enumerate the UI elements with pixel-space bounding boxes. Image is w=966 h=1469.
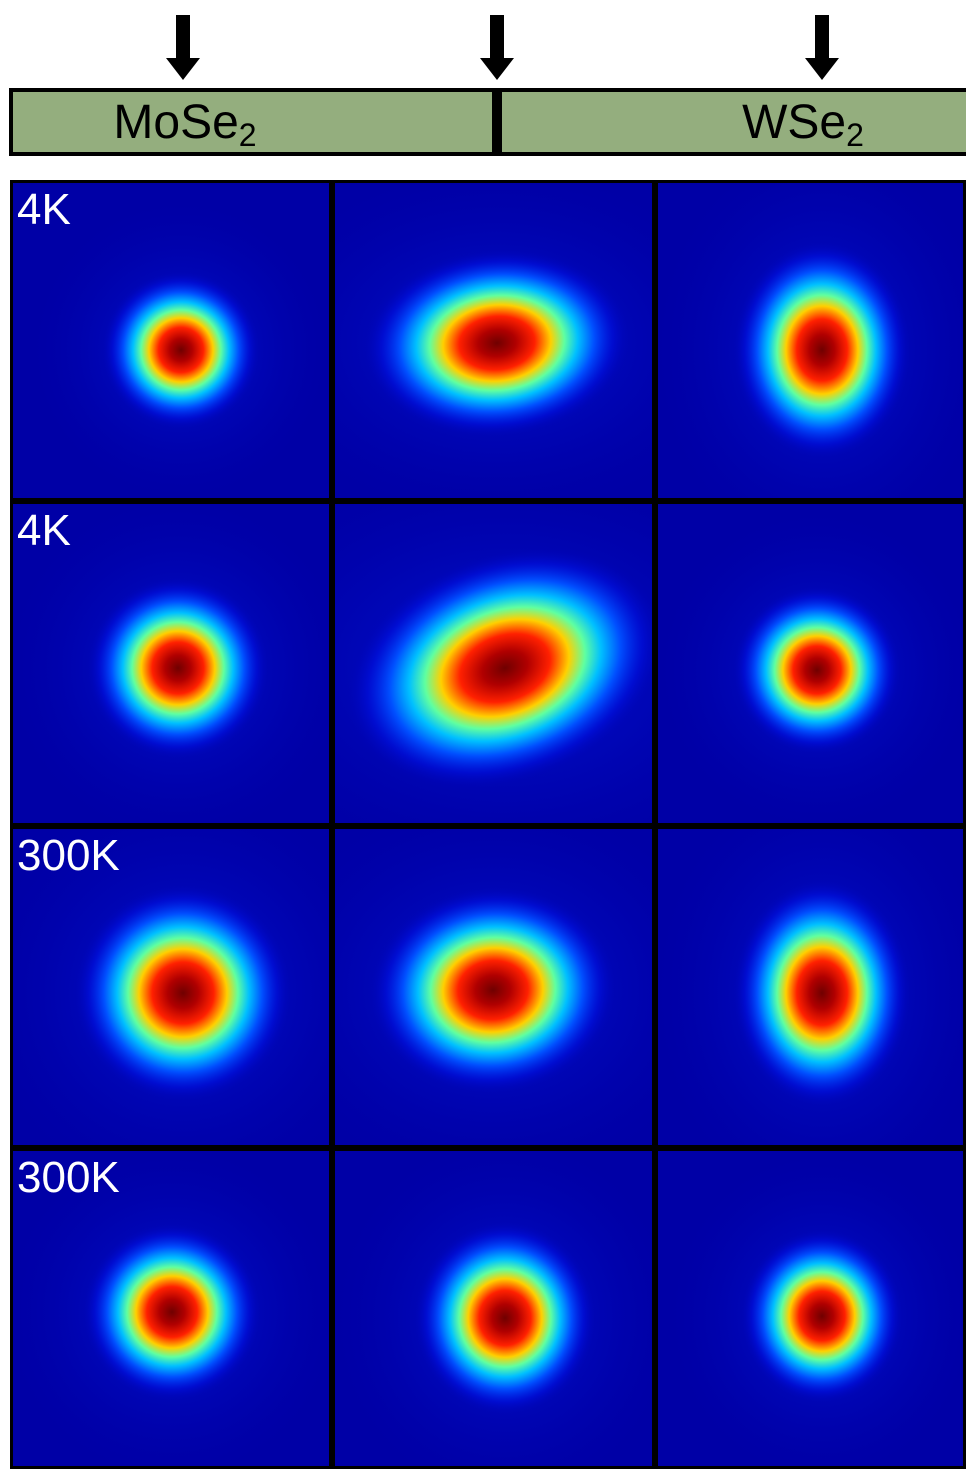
interface-line (492, 90, 502, 154)
figure: MoSe2 WSe2 4K 4K 300K 300K (0, 0, 966, 1469)
row-label: 4K (17, 185, 71, 234)
pl-spot (101, 270, 261, 430)
pl-spot (740, 1228, 904, 1404)
pl-image-content (651, 141, 966, 559)
pl-spot (732, 240, 912, 460)
pl-image-content (330, 1132, 680, 1469)
pl-image (651, 141, 966, 559)
pl-image (658, 1149, 966, 1469)
arrows (166, 15, 839, 80)
pl-image-content (656, 504, 966, 832)
pl-spot (732, 878, 912, 1108)
pl-spot (86, 576, 270, 760)
row-label: 4K (17, 506, 71, 555)
pl-spot (82, 1222, 262, 1402)
material-label: WSe2 (742, 96, 864, 153)
pl-spot (73, 883, 293, 1103)
pl-image-content (658, 1149, 966, 1469)
pl-spot (413, 1220, 597, 1416)
material-label: MoSe2 (113, 96, 256, 153)
row-label: 300K (17, 831, 120, 880)
pl-image (330, 1132, 680, 1469)
image-grid: 4K 4K 300K 300K (0, 141, 966, 1469)
row-label: 300K (17, 1153, 120, 1202)
pl-spot (732, 585, 902, 755)
pl-image (656, 504, 966, 832)
